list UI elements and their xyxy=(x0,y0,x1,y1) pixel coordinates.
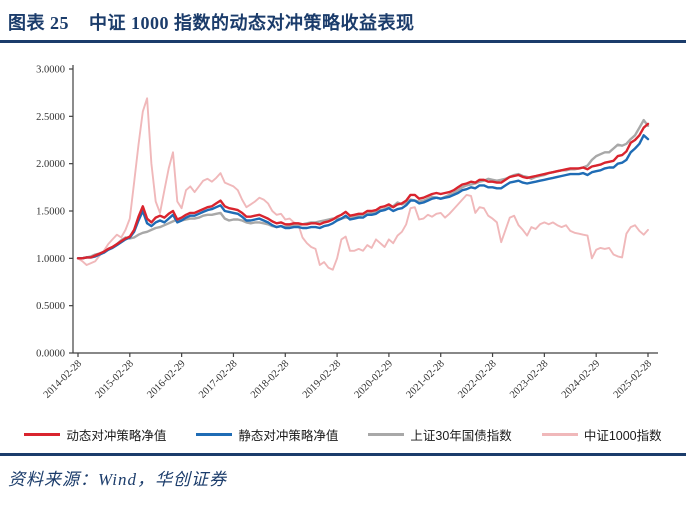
y-axis-tick-label: 0.0000 xyxy=(36,349,65,360)
series-line xyxy=(76,118,650,260)
x-axis-tick-label: 2015-02-28 xyxy=(94,358,136,400)
legend-item: 上证30年国债指数 xyxy=(368,425,512,444)
figure-label: 图表 25 xyxy=(8,13,69,33)
figure-header: 图表 25 中证 1000 指数的动态对冲策略收益表现 xyxy=(0,0,686,40)
report-figure: 图表 25 中证 1000 指数的动态对冲策略收益表现 3.0000 2.5000… xyxy=(0,0,686,489)
legend-swatch xyxy=(24,433,61,436)
legend-swatch xyxy=(196,433,233,436)
series-line xyxy=(76,122,650,260)
legend-item: 中证1000指数 xyxy=(541,425,662,444)
title-divider xyxy=(0,40,686,43)
y-axis-tick-label: 1.0000 xyxy=(36,254,65,265)
x-axis-tick-label: 2023-02-28 xyxy=(508,358,550,400)
line-chart: 3.0000 2.5000 2.0000 1.5000 1.0000 0.5000 0.00… xyxy=(36,65,658,401)
chart-legend: 动态对冲策略净值 静态对冲策略净值 上证30年国债指数 中证1000指数 xyxy=(0,425,686,444)
x-axis-tick-label: 2017-02-28 xyxy=(197,358,239,400)
x-axis-tick-label: 2024-02-29 xyxy=(560,358,602,400)
legend-swatch xyxy=(368,433,405,436)
x-axis-tick-label: 2019-02-28 xyxy=(301,358,343,400)
x-axis-tick-label: 2020-02-29 xyxy=(353,358,395,400)
x-axis-tick-label: 2014-02-28 xyxy=(42,358,84,400)
legend-item: 动态对冲策略净值 xyxy=(24,425,166,444)
y-axis-tick-label: 2.0000 xyxy=(36,159,65,170)
series-line xyxy=(76,134,650,260)
legend-label: 静态对冲策略净值 xyxy=(238,429,339,443)
x-axis-tick-label: 2018-02-28 xyxy=(249,358,291,400)
legend-label: 中证1000指数 xyxy=(583,429,662,443)
x-axis-tick-label: 2016-02-29 xyxy=(145,358,187,400)
legend-item: 静态对冲策略净值 xyxy=(196,425,338,444)
legend-label: 动态对冲策略净值 xyxy=(66,429,167,443)
series-line xyxy=(77,97,649,271)
legend-label: 上证30年国债指数 xyxy=(410,429,512,443)
y-axis-tick-label: 3.0000 xyxy=(36,65,65,76)
y-axis-tick-label: 1.5000 xyxy=(36,207,65,218)
figure-title: 中证 1000 指数的动态对冲策略收益表现 xyxy=(89,13,415,33)
footer-divider xyxy=(0,453,686,456)
x-axis-tick-label: 2021-02-28 xyxy=(404,358,446,400)
x-axis-tick-label: 2025-02-28 xyxy=(612,358,654,400)
y-axis-tick-label: 2.5000 xyxy=(36,112,65,123)
legend-swatch xyxy=(541,433,578,436)
source-note: 资料来源：Wind，华创证券 xyxy=(8,470,227,489)
y-axis-tick-label: 0.5000 xyxy=(36,301,65,312)
x-axis-tick-label: 2022-02-28 xyxy=(456,358,498,400)
